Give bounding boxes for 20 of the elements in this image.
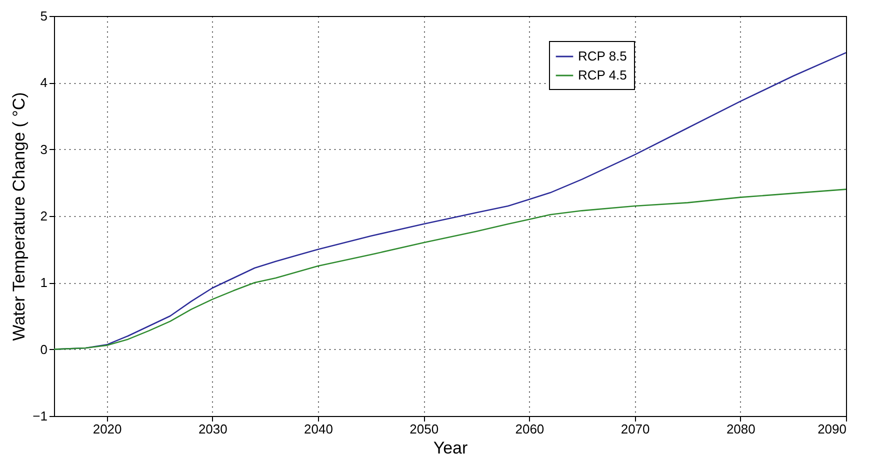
y-tick-label: 0: [40, 342, 48, 357]
y-tick-label: 5: [40, 8, 48, 24]
x-tick-label: 2060: [515, 422, 544, 436]
y-tick-label: 1: [40, 275, 48, 290]
x-tick-label: 2080: [726, 422, 756, 436]
x-tick-label: 2090: [818, 422, 846, 436]
x-tick-label: 2040: [304, 422, 333, 436]
x-tick-label: 2030: [198, 422, 228, 436]
legend-label: RCP 4.5: [578, 68, 627, 82]
x-axis-title: Year: [433, 438, 468, 458]
x-tick-label: 2020: [92, 422, 122, 436]
y-tick-label: 4: [40, 75, 48, 90]
y-tick-label: −1: [32, 408, 48, 424]
y-tick-label: 3: [40, 142, 48, 157]
x-tick-label: 2050: [410, 422, 439, 436]
y-tick-label: 2: [40, 208, 48, 224]
line-series: [54, 188, 846, 350]
x-tick-label: 2070: [620, 422, 650, 436]
y-axis-title: Water Temperature Change ( °C): [10, 92, 29, 341]
legend-label: RCP 8.5: [578, 48, 627, 64]
